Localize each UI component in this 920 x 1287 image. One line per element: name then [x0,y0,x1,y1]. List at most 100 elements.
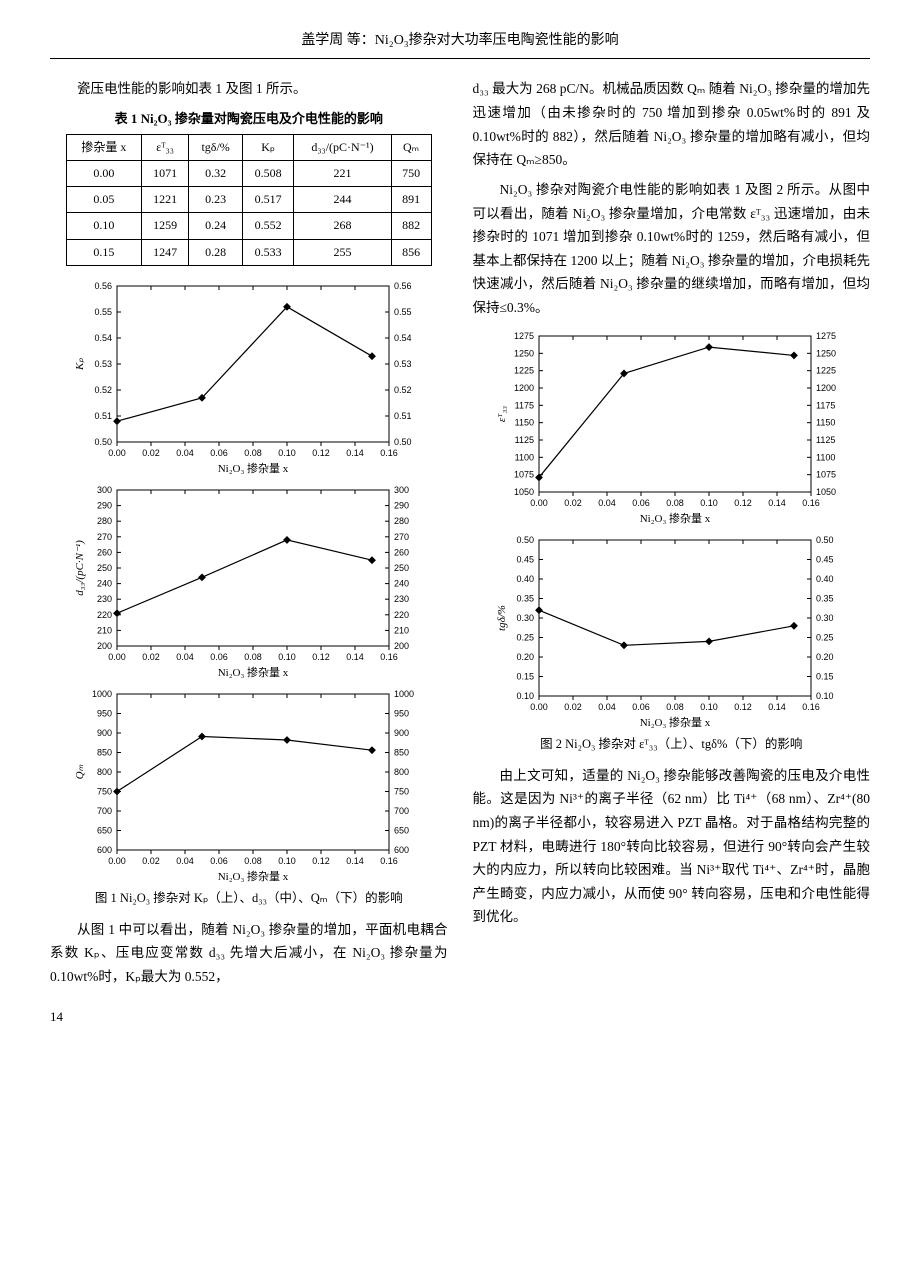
svg-text:0.06: 0.06 [632,498,650,508]
svg-text:0.08: 0.08 [244,856,262,866]
chart-eps-wrap: 0.000.020.040.060.080.100.120.140.161050… [473,326,871,526]
svg-text:0.08: 0.08 [666,702,684,712]
svg-text:0.14: 0.14 [768,498,786,508]
svg-text:0.15: 0.15 [517,671,535,681]
svg-text:0.02: 0.02 [142,448,160,458]
table-cell: 0.23 [189,187,242,213]
svg-text:950: 950 [394,708,409,718]
svg-text:0.20: 0.20 [517,652,535,662]
svg-text:Ni₂O₃ 掺杂量 x: Ni₂O₃ 掺杂量 x [217,461,288,475]
svg-text:0.30: 0.30 [517,613,535,623]
svg-text:0.53: 0.53 [394,359,412,369]
svg-text:650: 650 [97,825,112,835]
table-cell: 0.24 [189,213,242,239]
svg-text:0.16: 0.16 [802,702,820,712]
svg-text:Ni₂O₃ 掺杂量 x: Ni₂O₃ 掺杂量 x [217,869,288,883]
table1-th: Qₘ [391,134,431,160]
svg-text:0.06: 0.06 [210,856,228,866]
svg-text:950: 950 [97,708,112,718]
svg-text:0.52: 0.52 [394,385,412,395]
table-row: 0.1012590.240.552268882 [66,213,431,239]
page-number: 14 [50,1007,870,1028]
svg-text:800: 800 [394,767,409,777]
svg-text:0.14: 0.14 [346,448,364,458]
right-column: d₃₃ 最大为 268 pC/N。机械品质因数 Qₘ 随着 Ni₂O₃ 掺杂量的… [473,77,871,994]
svg-text:200: 200 [97,641,112,651]
svg-text:0.02: 0.02 [564,702,582,712]
svg-text:0.08: 0.08 [244,652,262,662]
svg-text:0.02: 0.02 [564,498,582,508]
table1-th: εᵀ₃₃ [141,134,189,160]
svg-text:1225: 1225 [514,365,534,375]
table-cell: 1259 [141,213,189,239]
chart-qm: 0.000.020.040.060.080.100.120.140.166006… [69,684,429,884]
svg-text:0.52: 0.52 [94,385,112,395]
svg-text:240: 240 [394,578,409,588]
left-intro: 瓷压电性能的影响如表 1 及图 1 所示。 [50,77,448,101]
svg-text:0.35: 0.35 [517,593,535,603]
svg-text:650: 650 [394,825,409,835]
fig1-caption: 图 1 Ni₂O₃ 掺杂对 Kₚ（上）、d₃₃（中）、Qₘ（下）的影响 [50,888,448,908]
left-para2: 从图 1 中可以看出，随着 Ni₂O₃ 掺杂量的增加，平面机电耦合系数 Kₚ、压… [50,918,448,989]
svg-text:850: 850 [97,747,112,757]
svg-text:0.12: 0.12 [734,498,752,508]
table1-body: 0.0010710.320.5082217500.0512210.230.517… [66,161,431,266]
svg-text:Ni₂O₃ 掺杂量 x: Ni₂O₃ 掺杂量 x [640,715,711,729]
svg-text:0.51: 0.51 [394,411,412,421]
svg-text:0.50: 0.50 [94,437,112,447]
svg-text:0.54: 0.54 [394,333,412,343]
svg-text:0.10: 0.10 [278,448,296,458]
table1-th: d₃₃/(pC·N⁻¹) [294,134,391,160]
right-para2: Ni₂O₃ 掺杂对陶瓷介电性能的影响如表 1 及图 2 所示。从图中可以看出，随… [473,178,871,320]
svg-text:210: 210 [394,625,409,635]
svg-text:0.50: 0.50 [816,535,834,545]
svg-text:750: 750 [97,786,112,796]
svg-text:d₃₃/(pC·N⁻¹): d₃₃/(pC·N⁻¹) [74,540,86,596]
svg-text:0.14: 0.14 [768,702,786,712]
svg-text:900: 900 [394,728,409,738]
svg-text:0.20: 0.20 [816,652,834,662]
chart-kp: 0.000.020.040.060.080.100.120.140.160.50… [69,276,429,476]
svg-text:0.06: 0.06 [210,448,228,458]
table-cell: 1221 [141,187,189,213]
svg-text:0.50: 0.50 [394,437,412,447]
svg-text:600: 600 [394,845,409,855]
svg-text:tgδ/%: tgδ/% [496,605,508,631]
table-cell: 856 [391,239,431,265]
chart-tgd-wrap: 0.000.020.040.060.080.100.120.140.160.10… [473,530,871,730]
svg-text:0.12: 0.12 [312,448,330,458]
svg-text:0.10: 0.10 [278,652,296,662]
page-header: 盖学周 等：Ni₂O₃掺杂对大功率压电陶瓷性能的影响 [50,30,870,59]
svg-text:0.53: 0.53 [94,359,112,369]
svg-text:0.10: 0.10 [816,691,834,701]
svg-text:1100: 1100 [816,452,835,462]
svg-text:1075: 1075 [816,469,836,479]
svg-text:0.04: 0.04 [176,652,194,662]
svg-text:0.10: 0.10 [517,691,535,701]
svg-text:1125: 1125 [816,435,835,445]
svg-text:0.12: 0.12 [312,652,330,662]
table-cell: 0.28 [189,239,242,265]
table-cell: 0.552 [242,213,294,239]
chart-d33: 0.000.020.040.060.080.100.120.140.162002… [69,480,429,680]
svg-text:1075: 1075 [514,469,534,479]
svg-text:0.45: 0.45 [816,554,834,564]
svg-text:1200: 1200 [514,383,534,393]
svg-text:290: 290 [97,500,112,510]
svg-text:0.00: 0.00 [530,498,548,508]
svg-text:700: 700 [394,806,409,816]
svg-text:0.00: 0.00 [108,856,126,866]
table-cell: 1071 [141,161,189,187]
table-cell: 0.533 [242,239,294,265]
svg-text:0.02: 0.02 [142,652,160,662]
svg-text:230: 230 [97,594,112,604]
svg-text:1050: 1050 [514,487,534,497]
svg-text:240: 240 [97,578,112,588]
svg-text:270: 270 [394,532,409,542]
svg-text:290: 290 [394,500,409,510]
table-cell: 221 [294,161,391,187]
svg-text:0.10: 0.10 [278,856,296,866]
table-cell: 0.508 [242,161,294,187]
table1-header-row: 掺杂量 xεᵀ₃₃tgδ/%Kₚd₃₃/(pC·N⁻¹)Qₘ [66,134,431,160]
svg-text:1175: 1175 [816,400,835,410]
